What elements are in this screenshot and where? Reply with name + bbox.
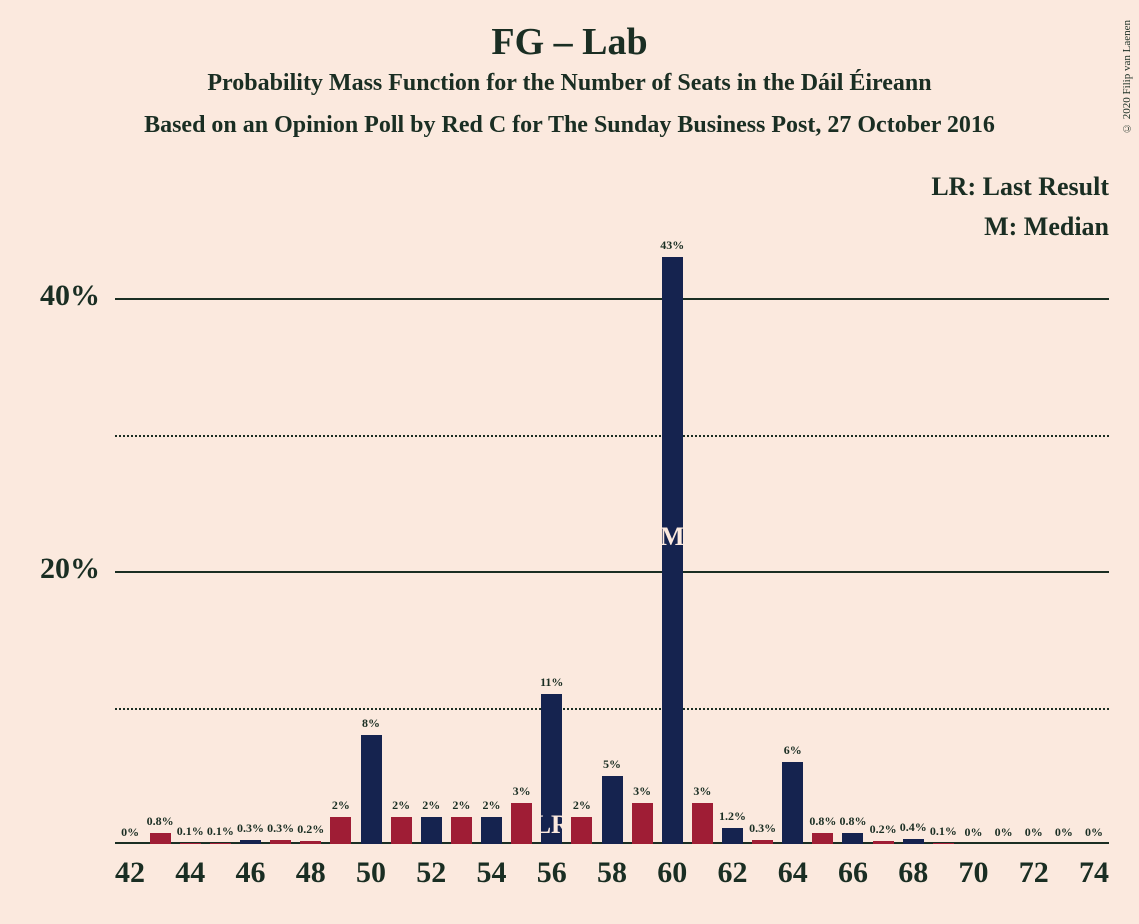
x-axis-label: 72 xyxy=(1004,856,1064,890)
legend-item: LR: Last Result xyxy=(931,172,1109,202)
bar-value-label: 2% xyxy=(321,798,361,813)
copyright-text: © 2020 Filip van Laenen xyxy=(1121,20,1133,134)
gridline xyxy=(115,435,1109,437)
bar-value-label: 5% xyxy=(592,757,632,772)
bar xyxy=(481,817,502,844)
bar xyxy=(361,735,382,844)
bar xyxy=(180,843,201,844)
bar xyxy=(391,817,412,844)
x-axis-label: 44 xyxy=(160,856,220,890)
bar xyxy=(722,828,743,844)
x-axis-label: 70 xyxy=(943,856,1003,890)
bar-value-label: 2% xyxy=(472,798,512,813)
bar xyxy=(812,833,833,844)
bar-value-label: 6% xyxy=(773,743,813,758)
bar xyxy=(602,776,623,844)
bar-value-label: 2% xyxy=(562,798,602,813)
x-axis-label: 52 xyxy=(401,856,461,890)
y-axis-label: 40% xyxy=(15,279,100,313)
x-axis-label: 46 xyxy=(221,856,281,890)
bar-marker: LR xyxy=(527,810,577,840)
chart-container: FG – Lab Probability Mass Function for t… xyxy=(0,0,1139,924)
bar-value-label: 11% xyxy=(532,675,572,690)
bar-value-label: 43% xyxy=(652,238,692,253)
bar-value-label: 0.2% xyxy=(291,822,331,837)
bar xyxy=(933,843,954,844)
x-axis-label: 68 xyxy=(883,856,943,890)
bar xyxy=(270,840,291,844)
bar-value-label: 8% xyxy=(351,716,391,731)
plot-area: 0%0.8%0.1%0.1%0.3%0.3%0.2%2%8%2%2%2%2%3%… xyxy=(115,230,1109,844)
x-axis-label: 64 xyxy=(763,856,823,890)
bar xyxy=(782,762,803,844)
x-axis-label: 58 xyxy=(582,856,642,890)
gridline xyxy=(115,571,1109,573)
x-axis-label: 50 xyxy=(341,856,401,890)
bar xyxy=(330,817,351,844)
bar xyxy=(571,817,592,844)
bar xyxy=(210,843,231,844)
bar-marker: M xyxy=(647,522,697,552)
gridline xyxy=(115,708,1109,710)
x-axis-label: 62 xyxy=(702,856,762,890)
bar xyxy=(451,817,472,844)
x-axis-label: 42 xyxy=(100,856,160,890)
y-axis-label: 20% xyxy=(15,552,100,586)
bar xyxy=(903,839,924,844)
x-axis-label: 48 xyxy=(281,856,341,890)
bar-value-label: 0% xyxy=(1074,825,1114,840)
bar-value-label: 3% xyxy=(682,784,722,799)
x-axis-label: 74 xyxy=(1064,856,1124,890)
bar-value-label: 0.3% xyxy=(743,821,783,836)
bar xyxy=(752,840,773,844)
bar-value-label: 3% xyxy=(502,784,542,799)
bar xyxy=(150,833,171,844)
bar xyxy=(300,841,321,844)
chart-title: FG – Lab xyxy=(0,20,1139,64)
bar xyxy=(632,803,653,844)
bar xyxy=(421,817,442,844)
x-axis-label: 56 xyxy=(522,856,582,890)
bar xyxy=(692,803,713,844)
bar-value-label: 3% xyxy=(622,784,662,799)
x-axis-label: 54 xyxy=(462,856,522,890)
bar xyxy=(842,833,863,844)
bar xyxy=(873,841,894,844)
gridline xyxy=(115,298,1109,300)
x-axis-label: 60 xyxy=(642,856,702,890)
x-axis-label: 66 xyxy=(823,856,883,890)
bar xyxy=(240,840,261,844)
chart-subtitle2: Based on an Opinion Poll by Red C for Th… xyxy=(0,112,1139,139)
chart-subtitle: Probability Mass Function for the Number… xyxy=(0,70,1139,97)
